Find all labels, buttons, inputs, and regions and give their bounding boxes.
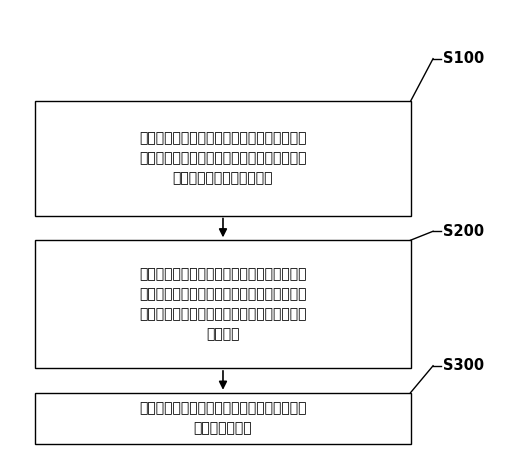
- Bar: [35, 393, 411, 444]
- Text: 由控制模块根据所述场同步信号读取所述区域
背光信号和手动背光调整信号，并根据所述区
域背光信号和手动背光调整信号计算区域亮度
控制信息: 由控制模块根据所述场同步信号读取所述区域 背光信号和手动背光调整信号，并根据所述…: [139, 267, 307, 341]
- Text: S200: S200: [443, 224, 484, 239]
- Text: S100: S100: [443, 51, 485, 66]
- Text: 由背光驱动模块根据所述区域亮度控制信息调
整区域背光亮度: 由背光驱动模块根据所述区域亮度控制信息调 整区域背光亮度: [139, 402, 307, 435]
- Bar: [35, 101, 411, 216]
- Bar: [35, 240, 411, 368]
- Text: S300: S300: [443, 358, 484, 373]
- Text: 由图像信息模块将区域背光信号和场同步信号
输出控制模块，由手动背光调整模块将手动背
光调整信号输出至控制模块: 由图像信息模块将区域背光信号和场同步信号 输出控制模块，由手动背光调整模块将手动…: [139, 131, 307, 185]
